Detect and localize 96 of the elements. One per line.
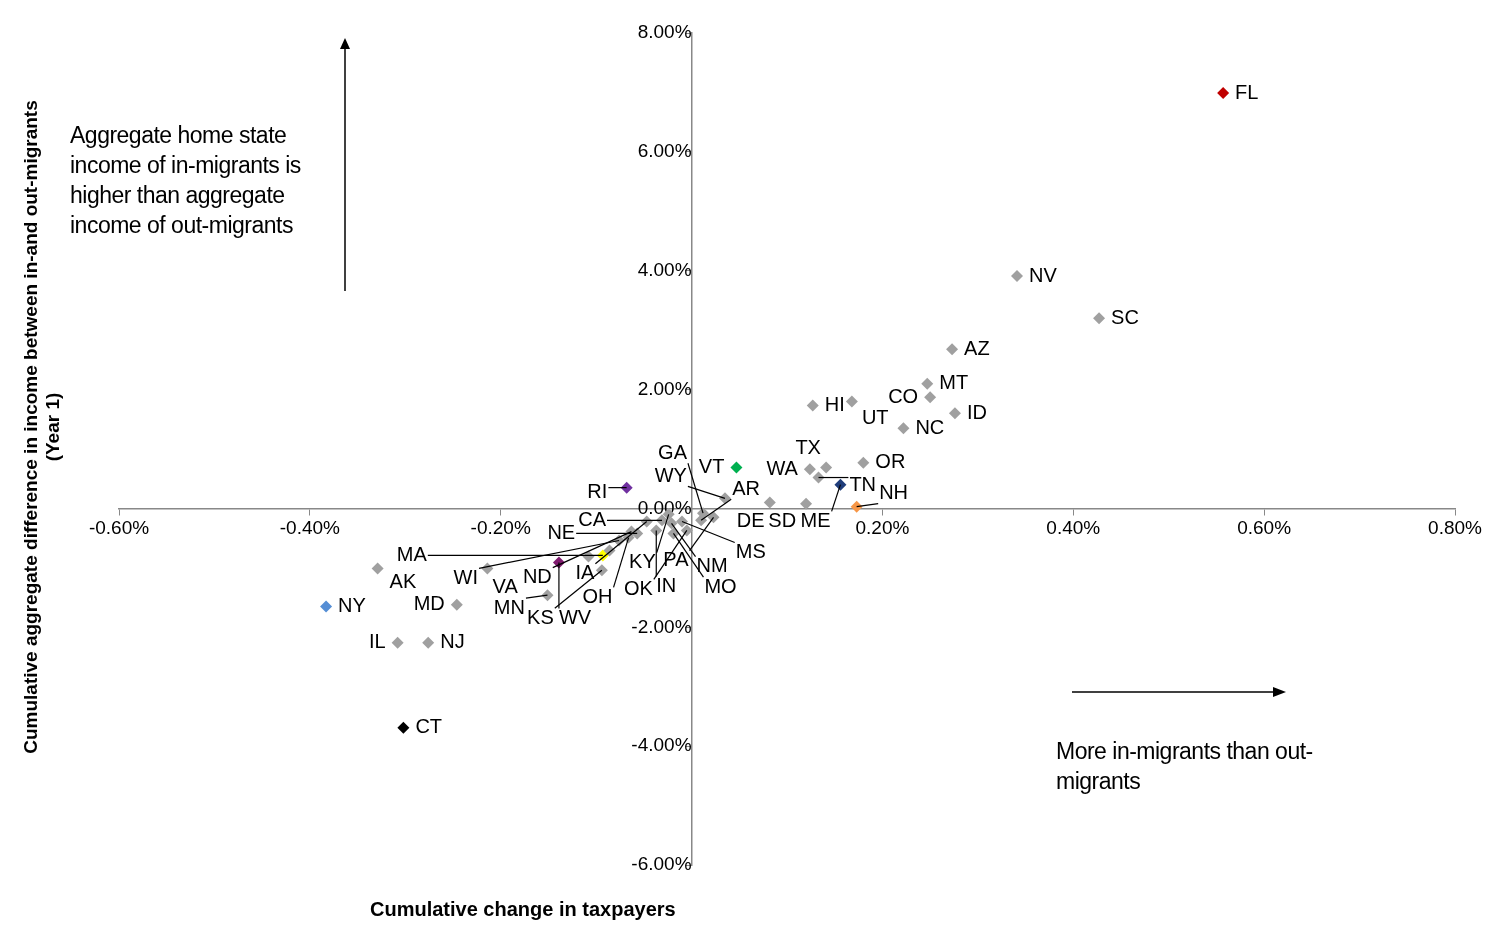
x-tick-label: -0.40% (279, 517, 341, 539)
annotation: HI (824, 393, 845, 416)
annotation: KY (629, 550, 656, 573)
annotation: GA (658, 440, 688, 463)
annotation: SD (768, 508, 797, 531)
x-tick-label: 0.60% (1237, 517, 1292, 539)
annotation: NJ (440, 630, 465, 653)
annotation: ND (522, 565, 552, 588)
point (650, 524, 663, 537)
annotation: AK (389, 569, 417, 592)
point (897, 422, 910, 435)
annotation: IA (575, 561, 596, 584)
annotation: NY (338, 594, 366, 616)
annotation: OH (582, 584, 613, 607)
point (595, 564, 608, 577)
annotation: WY (654, 463, 687, 486)
point (1217, 87, 1230, 100)
point (924, 391, 937, 404)
point (620, 481, 633, 494)
x-tick-label: 0.40% (1046, 517, 1101, 539)
y-tick-label: -6.00% (631, 853, 692, 875)
annotation: PA (663, 548, 690, 571)
point (391, 636, 404, 649)
point (921, 377, 934, 390)
annotation: More in-migrants than out-migrants (1056, 737, 1314, 796)
point (812, 471, 825, 484)
x-axis-title: Cumulative change in taxpayers (370, 898, 676, 921)
annotation: ME (800, 508, 831, 531)
annotation: SC (1111, 305, 1139, 328)
annotation: VT (698, 454, 725, 477)
point (820, 461, 833, 474)
y-tick-label: -2.00% (631, 615, 692, 637)
y-tick-label: -4.00% (631, 734, 692, 756)
point (1093, 312, 1106, 325)
point (676, 515, 689, 528)
annotation: DE (736, 509, 765, 532)
annotation: OR (875, 450, 906, 473)
annotation: OK (623, 576, 654, 599)
y-tick-label: 0.00% (637, 496, 692, 518)
point (857, 456, 870, 469)
point (1010, 270, 1023, 283)
point (803, 463, 816, 476)
annotation: MN (493, 595, 525, 618)
annotation: NH (879, 481, 909, 504)
y-tick-label: 8.00% (637, 21, 692, 43)
x-tick-label: -0.60% (88, 517, 150, 539)
point (450, 598, 463, 611)
y-tick-label: 6.00% (637, 140, 692, 162)
annotation: MT (939, 371, 969, 394)
annotation: NE (547, 520, 576, 543)
annotation: CO (888, 384, 919, 407)
point (320, 600, 333, 613)
point (422, 636, 435, 649)
annotation: TN (849, 473, 877, 496)
annotation: NM (696, 554, 728, 577)
point (665, 517, 678, 530)
y-axis-title: Cumulative aggregate difference in income between in-and out-migrants (Year 1) (20, 99, 64, 756)
annotation: IN (656, 573, 677, 596)
annotation: Aggregate home state income of in-migrants is higher than aggregate income of out-migrants (70, 121, 302, 240)
annotation: CT (415, 715, 443, 738)
annotation: AZ (964, 336, 990, 359)
annotation: FL (1235, 80, 1259, 103)
x-tick-label: 0.20% (855, 517, 910, 539)
y-tick-label: 4.00% (637, 258, 692, 280)
annotation: MO (704, 574, 737, 597)
annotation: NC (915, 415, 945, 438)
point (763, 496, 776, 509)
point (946, 343, 959, 356)
annotation: WA (766, 456, 799, 479)
point (680, 524, 693, 537)
annotation: NV (1028, 263, 1058, 286)
annotation: ID (966, 400, 987, 423)
annotation: UT (861, 406, 889, 429)
annotation: KS (527, 605, 554, 628)
annotation: RI (587, 480, 608, 503)
annotation: AR (732, 476, 761, 499)
point (948, 407, 961, 420)
point (800, 497, 813, 510)
annotation: WI (453, 565, 479, 588)
annotation: MA (396, 542, 428, 565)
y-tick-label: 2.00% (637, 377, 692, 399)
x-tick-label: -0.20% (470, 517, 531, 539)
annotation: VA (492, 575, 519, 598)
annotation: MD (413, 592, 445, 615)
point (371, 562, 384, 575)
annotation: WV (558, 606, 592, 629)
point (397, 721, 410, 734)
x-tick-label: 0.80% (1428, 517, 1483, 539)
annotation: TX (795, 435, 821, 458)
point (850, 500, 863, 513)
point (806, 399, 819, 412)
point (845, 395, 858, 408)
point (730, 461, 743, 474)
annotation: CA (578, 507, 607, 530)
annotation: MS (735, 540, 766, 563)
annotation: IL (368, 630, 386, 653)
